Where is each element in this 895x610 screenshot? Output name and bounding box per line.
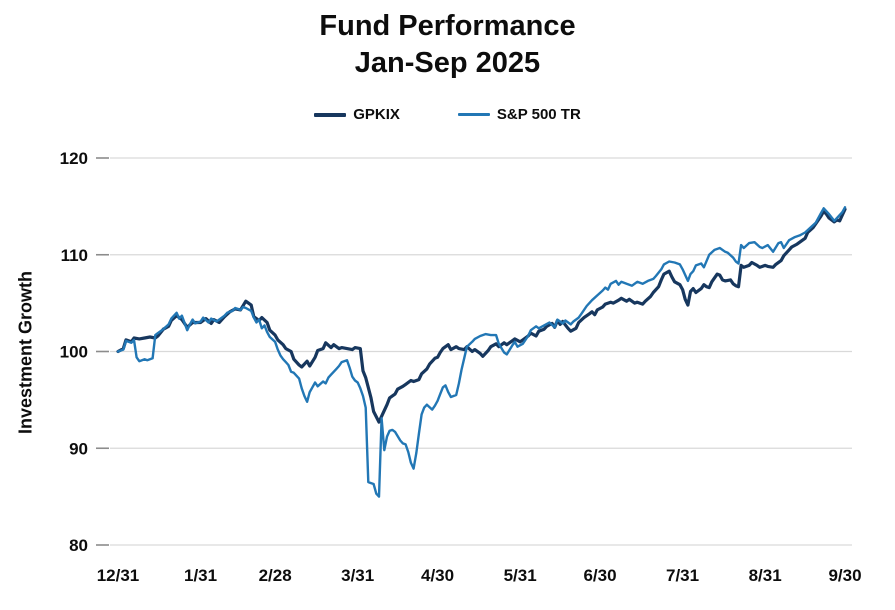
x-tick-label-2-28: 2/28 bbox=[259, 566, 292, 585]
y-tick-label-100: 100 bbox=[60, 343, 88, 362]
y-tick-label-90: 90 bbox=[69, 439, 88, 458]
legend-label-sp500: S&P 500 TR bbox=[496, 106, 581, 123]
sp500-line-swatch-icon bbox=[457, 113, 490, 116]
x-tick-label-6-30: 6/30 bbox=[583, 566, 616, 585]
x-tick-label-5-31: 5/31 bbox=[504, 566, 537, 585]
y-axis-title: Investment Growth bbox=[15, 270, 36, 435]
x-tick-label-1-31: 1/31 bbox=[184, 566, 217, 585]
y-tick-label-110: 110 bbox=[61, 246, 88, 265]
legend: GPKIX S&P 500 TR bbox=[0, 106, 895, 123]
chart-title: Fund Performance bbox=[319, 10, 576, 42]
x-tick-label-4-30: 4/30 bbox=[421, 566, 454, 585]
gpkix-line-swatch-icon bbox=[314, 112, 347, 117]
x-tick-label-8-31: 8/31 bbox=[749, 566, 782, 585]
series-line-s-p-500-tr bbox=[116, 206, 847, 498]
x-tick-label-7-31: 7/31 bbox=[666, 566, 699, 585]
chart-subtitle: Jan-Sep 2025 bbox=[354, 47, 541, 79]
legend-item-gpkix: GPKIX bbox=[314, 106, 400, 123]
y-tick-label-80: 80 bbox=[69, 536, 88, 555]
x-tick-label-12-31: 12/31 bbox=[97, 566, 140, 585]
chart-title-block: Fund Performance Jan-Sep 2025 bbox=[0, 8, 895, 82]
y-tick-label-120: 120 bbox=[60, 149, 88, 168]
legend-label-gpkix: GPKIX bbox=[353, 106, 400, 123]
legend-item-sp500: S&P 500 TR bbox=[457, 106, 581, 123]
x-tick-label-9-30: 9/30 bbox=[828, 566, 861, 585]
x-tick-label-3-31: 3/31 bbox=[341, 566, 374, 585]
series-line-gpkix bbox=[116, 207, 847, 424]
